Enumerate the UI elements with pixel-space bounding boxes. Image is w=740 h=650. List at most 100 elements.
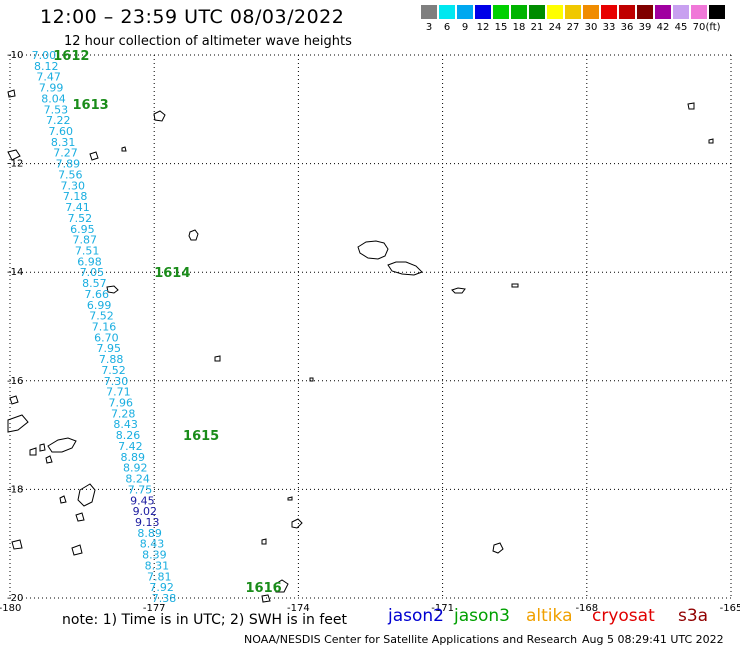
time-mark: 1615: [183, 429, 219, 444]
wave-height-reading: 7.92: [149, 581, 174, 594]
legend-label: 9: [461, 22, 469, 33]
wave-height-reading: 9.02: [133, 505, 158, 518]
mission-altika: altika: [526, 606, 573, 626]
legend-label: 27: [566, 22, 580, 33]
wave-height-reading: 7.81: [147, 570, 172, 583]
longitude-label: -171: [431, 603, 454, 614]
legend-unit: (ft): [705, 22, 721, 33]
legend-swatch: [601, 5, 617, 19]
island-tokelau-1: [687, 102, 695, 110]
island-lau-3: [59, 495, 67, 504]
wave-height-reading: 7.56: [58, 168, 83, 181]
wave-height-reading: 7.88: [99, 353, 124, 366]
time-mark: 1613: [72, 98, 108, 113]
legend-label: 36: [620, 22, 634, 33]
island-tonga-tongatapu: [273, 579, 289, 593]
latitude-label: -16: [7, 376, 23, 387]
wave-height-reading: 7.95: [97, 342, 122, 355]
footer-note: note: 1) Time is in UTC; 2) SWH is in fe…: [62, 612, 348, 628]
island-niuafoou: [214, 355, 221, 362]
mission-cryosat: cryosat: [592, 606, 655, 626]
legend-swatch: [637, 5, 653, 19]
legend-swatch: [565, 5, 581, 19]
wave-height-reading: 8.31: [51, 136, 76, 149]
time-mark: 1614: [154, 266, 190, 281]
wave-height-reading: 8.43: [113, 418, 137, 431]
wave-height-reading: 8.43: [140, 538, 165, 551]
time-mark: 1616: [246, 581, 282, 596]
wave-height-reading: 7.28: [111, 407, 136, 420]
wave-height-reading: 7.66: [85, 288, 110, 301]
wave-height-reading: 6.95: [70, 223, 95, 236]
wave-height-reading: 7.87: [72, 234, 97, 247]
wave-height-reading: 7.52: [89, 310, 114, 323]
latitude-label: -18: [7, 484, 23, 495]
legend-swatch: [475, 5, 491, 19]
wave-height-reading: 8.04: [41, 92, 66, 105]
legend-swatch: [511, 5, 527, 19]
island-aunuu: [511, 283, 519, 288]
legend-label: 12: [476, 22, 490, 33]
island-vanua-levu: [47, 437, 77, 453]
wave-height-reading: 7.99: [39, 82, 64, 95]
legend-swatch: [457, 5, 473, 19]
legend-swatch: [655, 5, 671, 19]
legend-swatch: [421, 5, 437, 19]
legend-label: 30: [584, 22, 598, 33]
wave-height-reading: 6.98: [77, 255, 102, 268]
wave-height-reading: 7.05: [80, 266, 105, 279]
island-koro: [29, 447, 37, 456]
island-tutuila: [451, 287, 466, 294]
wave-height-reading: 8.57: [82, 277, 107, 290]
wave-height-reading: 7.71: [106, 386, 131, 399]
wave-height-reading: 7.00: [32, 49, 56, 62]
legend-swatch: [673, 5, 689, 19]
chart-title: 12:00 – 23:59 UTC 08/03/2022: [40, 6, 345, 28]
island-rotuma: [153, 110, 166, 122]
wave-height-reading: 7.52: [101, 364, 126, 377]
wave-height-reading: 6.99: [87, 299, 112, 312]
longitude-label: -165: [720, 603, 740, 614]
wave-height-reading: 7.52: [68, 212, 93, 225]
legend-swatch: [529, 5, 545, 19]
island-fonualei: [287, 496, 293, 501]
legend-label: 18: [512, 22, 526, 33]
wave-height-reading: 7.27: [53, 147, 77, 160]
legend-swatch: [619, 5, 635, 19]
longitude-label: -168: [575, 603, 598, 614]
wave-height-reading: 7.75: [128, 483, 153, 496]
mission-jason3: jason3: [454, 606, 510, 626]
legend-label: 45: [674, 22, 688, 33]
island-lau-5: [71, 544, 83, 556]
legend-swatch: [691, 5, 707, 19]
time-mark: 1612: [53, 49, 89, 64]
island-tonga-vavau: [291, 518, 303, 529]
longitude-label: -180: [0, 603, 21, 614]
wave-height-reading: 7.18: [63, 190, 88, 203]
wave-height-reading: 7.30: [60, 179, 85, 192]
island-lau-6: [45, 455, 53, 464]
island-north-w: [7, 89, 16, 98]
legend-label: 42: [656, 22, 670, 33]
latitude-label: -12: [7, 159, 23, 170]
island-futuna: [106, 285, 119, 294]
legend-label: 15: [494, 22, 508, 33]
island-niue: [492, 542, 504, 554]
wave-height-reading: 7.51: [75, 244, 100, 257]
wave-height-reading: 7.96: [109, 397, 134, 410]
island-tokelau-2: [708, 138, 714, 144]
island-fiji-north: [9, 395, 19, 405]
legend-label: 24: [548, 22, 562, 33]
generation-timestamp: Aug 5 08:29:41 UTC 2022: [582, 633, 724, 646]
island-minerva: [261, 594, 271, 603]
legend-label: 39: [638, 22, 652, 33]
latitude-label: -20: [7, 593, 23, 604]
wave-height-reading: 8.26: [116, 429, 141, 442]
island-upolu: [387, 261, 423, 276]
island-lau-4: [11, 539, 23, 550]
latitude-label: -14: [7, 267, 23, 278]
legend-swatch: [439, 5, 455, 19]
legend-swatch: [547, 5, 563, 19]
island-rotuma-w: [7, 149, 21, 161]
